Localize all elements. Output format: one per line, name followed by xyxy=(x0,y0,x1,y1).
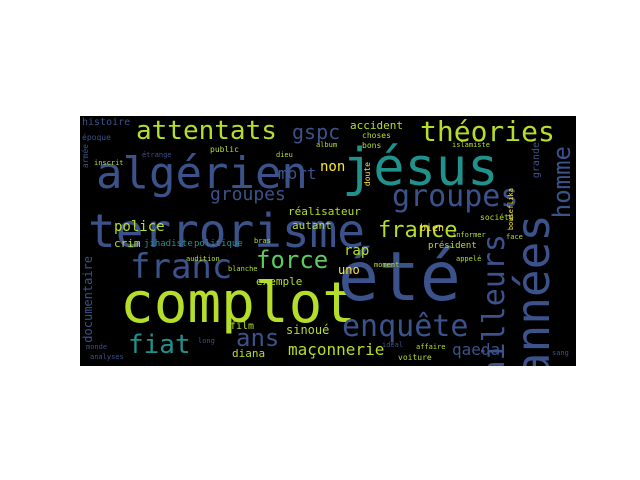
word-crim: crim xyxy=(114,237,141,250)
word-cloud: complot été jésus terrorisme algérien an… xyxy=(80,116,576,366)
word-sang: sang xyxy=(552,349,569,357)
word-rap: rap xyxy=(344,243,370,259)
word-terrorisme: terrorisme xyxy=(88,204,365,258)
word-exemple: exemple xyxy=(256,275,303,288)
word-force: force xyxy=(256,246,329,274)
word-police: police xyxy=(114,219,165,235)
word-non: non xyxy=(320,159,346,175)
word-monde: monde xyxy=(86,343,108,351)
word-bons: bons xyxy=(362,141,382,150)
word-politique: politique xyxy=(194,239,243,249)
word-complot: complot xyxy=(120,271,357,336)
word-homme: homme xyxy=(548,146,576,219)
word-groupes-small: groupes xyxy=(210,184,286,205)
word-societe: société xyxy=(480,213,514,222)
word-theories: théories xyxy=(420,116,555,148)
word-moment: moment xyxy=(374,261,400,269)
word-bras: bras xyxy=(254,237,271,245)
word-film: film xyxy=(230,321,255,332)
word-france: france xyxy=(378,218,458,243)
word-inscrit: inscrit xyxy=(94,159,124,167)
word-franc: franc xyxy=(130,247,233,287)
word-bouteflika: bouteflika xyxy=(507,188,515,231)
word-public: public xyxy=(210,145,239,154)
word-long: long xyxy=(198,337,215,345)
word-gspc: gspc xyxy=(292,120,341,144)
word-fiat: fiat xyxy=(128,330,191,360)
word-informer: informer xyxy=(452,231,486,239)
word-ete: été xyxy=(338,238,461,317)
word-histoire: histoire xyxy=(82,117,131,128)
word-album: album xyxy=(316,141,338,149)
word-diana: diana xyxy=(232,347,266,360)
word-voiture: voiture xyxy=(398,353,432,362)
word-autant: autant xyxy=(292,219,332,232)
word-attentats: attentats xyxy=(136,116,277,146)
word-grande: grande xyxy=(531,142,542,179)
word-algerien: algérien xyxy=(96,148,308,199)
word-doute: doute xyxy=(363,162,372,187)
word-realisateur: réalisateur xyxy=(288,205,361,218)
word-jesus: jésus xyxy=(342,138,499,198)
word-groupes-big: groupes xyxy=(392,179,519,214)
word-audition: audition xyxy=(186,255,220,263)
word-face: face xyxy=(506,233,523,241)
word-sinoue: sinoué xyxy=(286,323,330,337)
word-bien: bien xyxy=(420,223,445,234)
word-ans: ans xyxy=(236,324,280,352)
word-islamiste: islamiste xyxy=(452,141,490,149)
word-armee: armée xyxy=(81,144,90,169)
word-mort: mort xyxy=(278,164,317,183)
word-accident: accident xyxy=(350,119,403,132)
word-etrange: étrange xyxy=(142,151,172,159)
word-epoque: époque xyxy=(82,133,111,142)
word-president: président xyxy=(428,241,477,251)
word-affaire: affaire xyxy=(416,343,446,351)
word-qaeda: qaeda xyxy=(452,340,501,359)
word-enquete: enquête xyxy=(342,309,469,344)
word-maconnerie: maçonnerie xyxy=(288,340,385,359)
word-documentaire: documentaire xyxy=(81,256,95,343)
word-jihadiste: jihadiste xyxy=(144,239,193,249)
word-uno: uno xyxy=(338,263,360,277)
word-analyses: analyses xyxy=(90,353,124,361)
word-dieu: dieu xyxy=(276,151,293,159)
word-ideal: idéal xyxy=(382,341,404,349)
word-appele: appelé xyxy=(456,255,482,263)
word-choses: choses xyxy=(362,131,391,140)
word-blanche: blanche xyxy=(228,265,258,273)
